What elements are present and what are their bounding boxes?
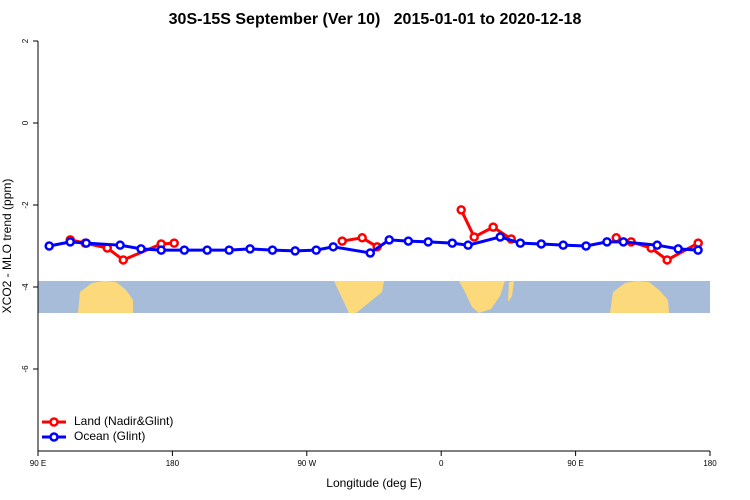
data-point xyxy=(403,236,414,246)
data-point xyxy=(81,238,91,248)
y-tick-label: 0 xyxy=(21,120,30,125)
data-point xyxy=(611,233,621,243)
data-point xyxy=(118,255,129,265)
data-point xyxy=(44,241,54,251)
land-shape xyxy=(334,281,384,313)
legend-marker xyxy=(49,432,59,442)
y-tick-label: 2 xyxy=(21,38,30,43)
data-point xyxy=(581,241,591,251)
data-point xyxy=(488,222,498,232)
y-axis-label: XCO2 - MLO trend (ppm) xyxy=(0,179,14,314)
data-point xyxy=(495,232,505,242)
x-tick-label: 90 E xyxy=(567,459,583,468)
data-point xyxy=(365,248,376,258)
y-tick-label: -6 xyxy=(21,365,30,373)
x-axis-label: Longitude (deg E) xyxy=(326,476,421,490)
data-point xyxy=(311,245,321,255)
data-point xyxy=(337,236,347,246)
data-point xyxy=(224,245,234,255)
data-point xyxy=(328,242,338,252)
data-point xyxy=(456,205,466,215)
data-point xyxy=(65,237,76,247)
data-point xyxy=(245,244,255,254)
x-tick-label: 180 xyxy=(703,459,717,468)
land-shape xyxy=(459,281,505,313)
data-point xyxy=(558,240,568,250)
data-point xyxy=(267,245,278,255)
data-point xyxy=(423,237,433,247)
data-point xyxy=(357,233,367,243)
data-point xyxy=(447,238,458,248)
land-shape xyxy=(508,281,514,302)
legend-marker xyxy=(49,417,59,427)
data-point xyxy=(169,238,179,248)
x-tick-label: 0 xyxy=(439,459,444,468)
data-point xyxy=(652,240,662,250)
data-point xyxy=(202,245,212,255)
x-tick-label: 90 E xyxy=(30,459,46,468)
data-point xyxy=(136,244,146,254)
legend-label: Ocean (Glint) xyxy=(74,429,145,443)
x-tick-label: 90 W xyxy=(297,459,316,468)
land-shape xyxy=(610,281,669,313)
data-point xyxy=(618,237,629,247)
map-band xyxy=(38,281,710,313)
data-point xyxy=(469,232,479,242)
data-point xyxy=(115,240,125,250)
data-point xyxy=(384,235,394,245)
y-tick-label: -2 xyxy=(21,201,30,209)
data-point xyxy=(673,244,683,254)
data-point xyxy=(693,245,703,255)
y-tick-label: -4 xyxy=(21,283,30,291)
chart-title: 30S-15S September (Ver 10) 2015-01-01 to… xyxy=(169,11,582,28)
land-shape xyxy=(78,281,133,313)
legend-label: Land (Nadir&Glint) xyxy=(74,414,173,428)
data-point xyxy=(602,237,612,247)
data-point xyxy=(179,245,190,255)
data-point xyxy=(515,238,526,248)
data-point xyxy=(536,239,547,249)
data-point xyxy=(290,246,300,256)
data-point xyxy=(463,240,473,250)
x-tick-label: 180 xyxy=(166,459,180,468)
data-point xyxy=(662,255,672,265)
data-point xyxy=(156,245,166,255)
